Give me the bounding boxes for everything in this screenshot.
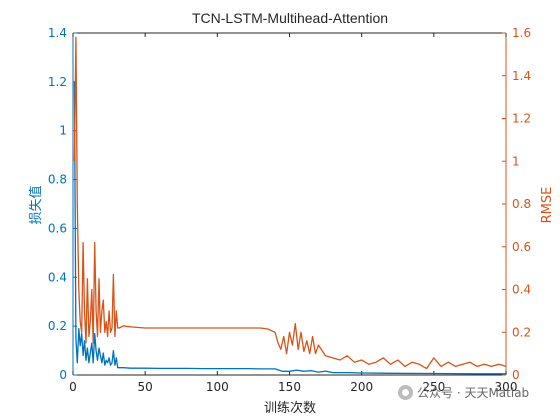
y-axis-right-label: RMSE <box>540 187 555 224</box>
y-right-tick-label: 1.2 <box>512 112 531 126</box>
y-left-tick-label: 1.4 <box>48 26 67 40</box>
y-left-tick-label: 0.8 <box>48 173 67 187</box>
chart-title: TCN-LSTM-Multihead-Attention <box>192 10 388 26</box>
y-left-tick-label: 0.2 <box>48 319 67 333</box>
x-tick-label: 250 <box>422 380 445 394</box>
y-left-tick-label: 0.6 <box>48 221 67 235</box>
wechat-icon <box>398 385 413 400</box>
y-right-tick-label: 1.6 <box>512 26 531 40</box>
y-right-tick-label: 0.8 <box>512 197 531 211</box>
y-right-tick-label: 1.4 <box>512 69 531 83</box>
plot-area: 0 50 100 150 200 250 30000.20.40.60.811.21.400… <box>48 26 531 394</box>
y-left-tick-label: 1.2 <box>48 75 67 89</box>
rmse-series-line <box>73 36 507 370</box>
watermark: 公众号 · 天天Matlab <box>398 384 529 401</box>
x-tick-label: 50 <box>138 380 153 394</box>
x-axis-label: 训练次数 <box>264 400 316 416</box>
x-tick-label: 0 <box>69 380 77 394</box>
y-right-tick-label: 0.6 <box>512 240 531 254</box>
y-right-tick-label: 0.4 <box>512 283 531 297</box>
y-right-tick-label: 0.2 <box>512 325 531 339</box>
y-left-tick-label: 1 <box>59 124 67 138</box>
y-left-tick-label: 0.4 <box>48 270 67 284</box>
x-tick-label: 100 <box>206 380 229 394</box>
watermark-text: 公众号 · 天天Matlab <box>417 386 530 400</box>
y-right-tick-label: 1 <box>512 154 520 168</box>
y-left-tick-label: 0 <box>59 368 67 382</box>
y-right-tick-label: 0 <box>512 368 520 382</box>
x-tick-label: 200 <box>350 380 373 394</box>
x-tick-label: 150 <box>278 380 301 394</box>
loss-series-line <box>73 81 506 375</box>
y-axis-left-label: 损失值 <box>28 185 44 224</box>
x-tick-label: 300 <box>495 380 518 394</box>
